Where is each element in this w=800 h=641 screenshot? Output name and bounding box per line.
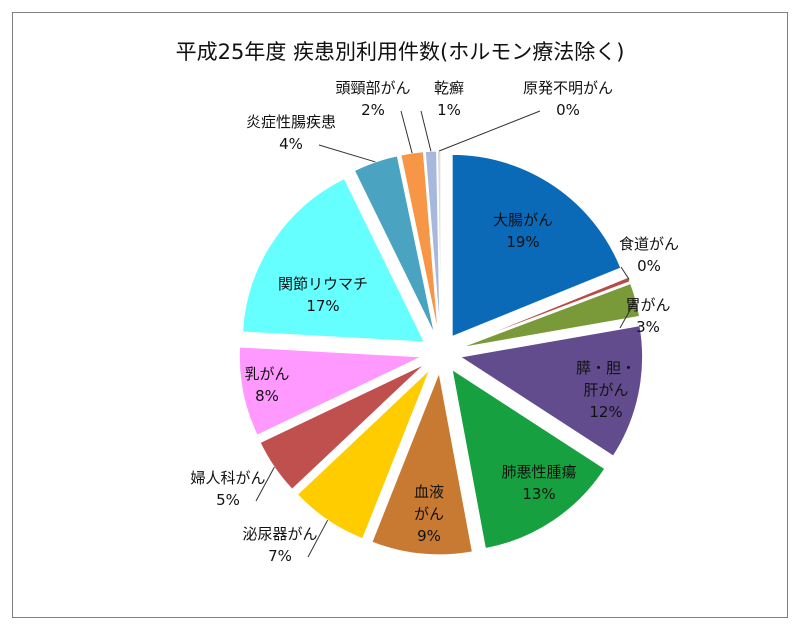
slice-label: 関節リウマチ 17%: [278, 275, 368, 315]
chart-frame: 平成25年度 疾患別利用件数(ホルモン療法除く) 大腸がん 19% 食道がん 0% 胃が…: [12, 12, 788, 618]
slice-label: 乳がん 8%: [244, 365, 289, 405]
leader-lines-group: [255, 110, 637, 558]
pie-slice: [242, 177, 426, 343]
slice-label: 大腸がん 19%: [493, 211, 553, 251]
pie-slice: [436, 150, 442, 334]
pie-slice: [353, 155, 435, 335]
leader-line: [318, 144, 376, 163]
leader-line: [420, 110, 432, 152]
leader-line: [255, 466, 275, 502]
leader-line: [307, 519, 329, 558]
pie-chart: 平成25年度 疾患別利用件数(ホルモン療法除く) 大腸がん 19% 食道がん 0% 胃が…: [176, 40, 679, 565]
leader-line: [400, 110, 413, 154]
slice-label: 炎症性腸疾患 4%: [246, 113, 336, 153]
slice-label: 食道がん 0%: [619, 235, 679, 275]
leader-line: [619, 299, 637, 329]
pie-slice: [451, 153, 622, 338]
pie-slice: [238, 346, 422, 436]
slice-label: 婦人科がん 5%: [190, 469, 265, 509]
slice-label: 胃がん 3%: [625, 296, 670, 336]
slice-label: 膵・胆・肝がん 12%: [576, 359, 636, 421]
pie-slice: [451, 368, 606, 550]
pie-slice: [371, 371, 473, 556]
slice-label: 原発不明がん 0%: [523, 79, 613, 119]
leader-line: [438, 110, 541, 152]
chart-title: 平成25年度 疾患別利用件数(ホルモン療法除く): [176, 40, 625, 64]
slice-label: 乾癬 1%: [434, 79, 464, 119]
leader-line: [620, 266, 630, 280]
slice-label: 頭頸部がん 2%: [335, 79, 410, 119]
pie-slice: [459, 325, 644, 457]
labels-group: 大腸がん 19% 食道がん 0% 胃がん 3% 膵・胆・肝がん 12% 肺悪性腫瘍 13% 血液がん…: [190, 79, 679, 565]
slice-label: 肺悪性腫瘍 13%: [501, 463, 576, 503]
slice-label: 血液がん 9%: [414, 483, 444, 545]
pie-slice: [424, 150, 441, 334]
slices-group: [238, 150, 644, 556]
slice-label: 泌尿器がん 7%: [242, 525, 317, 565]
